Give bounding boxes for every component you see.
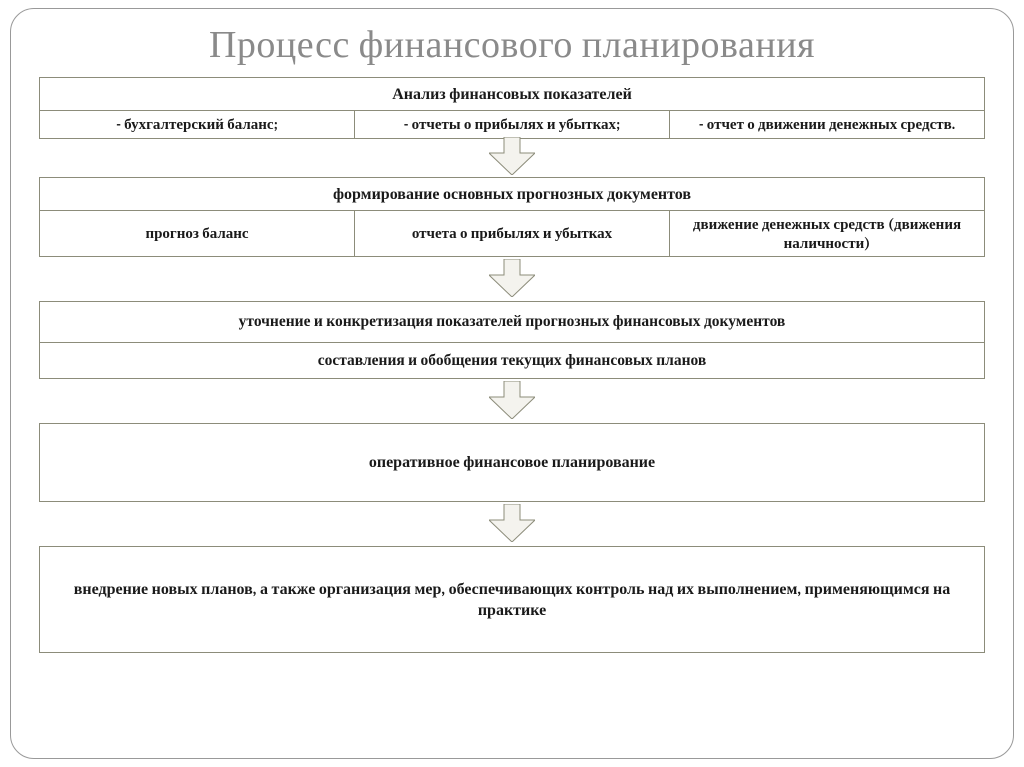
stage-3-row-2: составления и обобщения текущих финансов… [40,342,985,378]
page-title: Процесс финансового планирования [39,23,985,67]
stage-1-col-2: - отчеты о прибылях и убытках; [355,111,670,139]
stage-2-col-1: прогноз баланс [40,210,355,257]
stage-5-box: внедрение новых планов, а также организа… [39,546,985,654]
stage-3-table: уточнение и конкретизация показателей пр… [39,301,985,379]
stage-1-table: Анализ финансовых показателей - бухгалте… [39,77,985,139]
arrow-4 [39,504,985,542]
arrow-down-icon [489,381,535,419]
stage-4-box: оперативное финансовое планирование [39,423,985,502]
stage-2-table: формирование основных прогнозных докумен… [39,177,985,258]
stage-3-row-1: уточнение и конкретизация показателей пр… [40,302,985,342]
stage-2-header: формирование основных прогнозных докумен… [40,177,985,210]
stage-1-header: Анализ финансовых показателей [40,78,985,111]
arrow-1 [39,137,985,175]
arrow-2 [39,259,985,297]
stage-2-col-2: отчета о прибылях и убытках [355,210,670,257]
stage-1-col-1: - бухгалтерский баланс; [40,111,355,139]
arrow-down-icon [489,504,535,542]
arrow-3 [39,381,985,419]
arrow-down-icon [489,137,535,175]
arrow-down-icon [489,259,535,297]
stage-2-col-3: движение денежных средств (движения нали… [670,210,985,257]
stage-1-col-3: - отчет о движении денежных средств. [670,111,985,139]
slide-frame: Процесс финансового планирования Анализ … [10,8,1014,759]
